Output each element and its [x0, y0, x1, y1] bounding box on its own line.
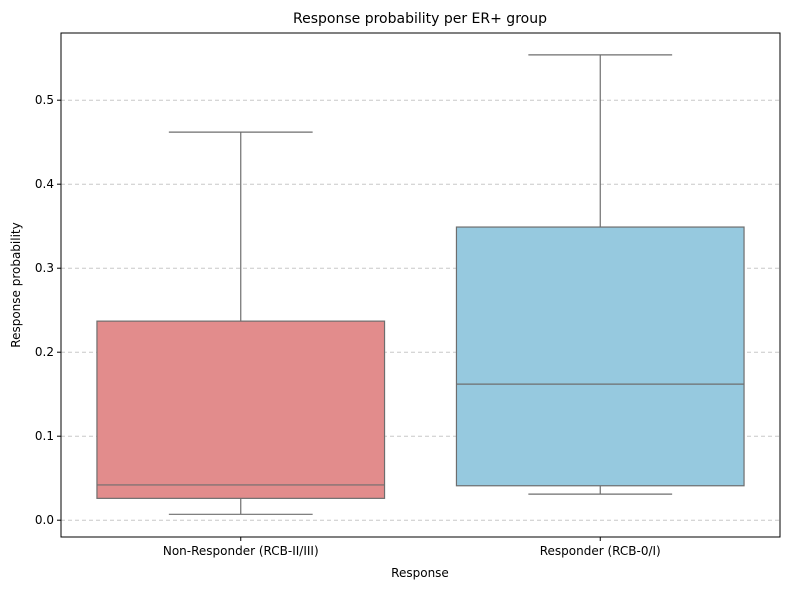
x-axis-title: Response — [391, 566, 449, 580]
y-axis-title: Response probability — [9, 222, 23, 347]
box-iqr — [96, 320, 386, 499]
y-tick-label: 0.1 — [35, 429, 54, 443]
axis-ticks: 0.0 0.1 0.2 0.3 0.4 0.5 Non-Responder (RCB-II/… — [35, 93, 661, 558]
y-tick-label: 0.2 — [35, 345, 54, 359]
y-tick-label: 0.5 — [35, 93, 54, 107]
box-group — [96, 131, 386, 515]
y-tick-label: 0.3 — [35, 261, 54, 275]
plot-frame — [60, 32, 781, 538]
box-iqr — [455, 226, 745, 487]
box-plot-marks — [96, 54, 745, 515]
y-tick-label: 0.0 — [35, 513, 54, 527]
y-tick-label: 0.4 — [35, 177, 54, 191]
box-group — [455, 54, 745, 495]
x-tick-label: Responder (RCB-0/I) — [540, 544, 661, 558]
x-tick-label: Non-Responder (RCB-II/III) — [163, 544, 319, 558]
chart-title: Response probability per ER+ group — [293, 11, 547, 27]
